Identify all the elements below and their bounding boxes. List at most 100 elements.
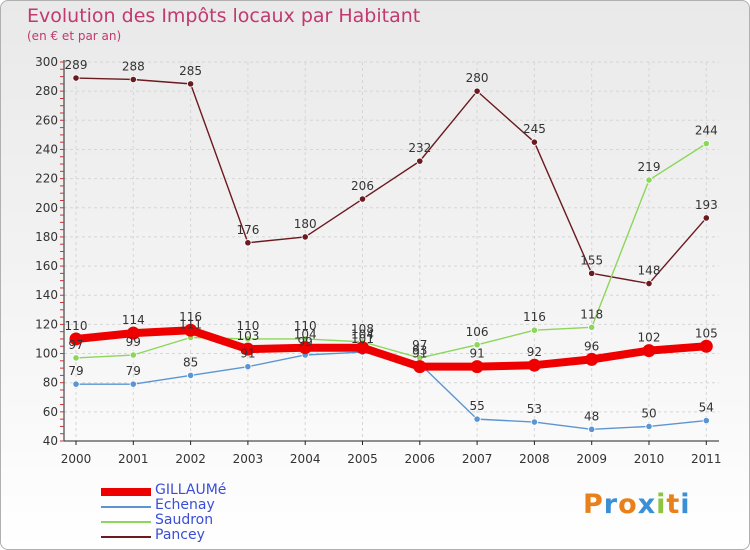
data-point-gillaum- [527, 358, 541, 372]
data-point-gillaum- [184, 323, 198, 337]
data-label-gillaum-: 92 [527, 345, 542, 359]
data-point-gillaum- [241, 342, 255, 356]
data-label-echenay: 91 [240, 347, 255, 361]
data-label-pancey: 280 [466, 71, 489, 85]
data-label-pancey: 285 [179, 64, 202, 78]
data-label-gillaum-: 110 [65, 319, 88, 333]
data-point-saudron [588, 323, 596, 331]
data-label-pancey: 289 [65, 58, 88, 72]
y-tick-label: 100 [35, 347, 58, 361]
data-point-saudron [702, 140, 710, 148]
x-tick-label: 2000 [61, 452, 92, 466]
data-point-gillaum- [126, 326, 140, 340]
data-label-pancey: 180 [294, 217, 317, 231]
legend-label: Pancey [155, 527, 205, 543]
legend-item-echenay: Echenay [101, 497, 301, 514]
data-point-pancey [301, 233, 309, 241]
legend-item-gillaum-: GILLAUMé [101, 482, 301, 499]
y-tick-label: 60 [43, 405, 58, 419]
data-label-saudron: 110 [236, 319, 259, 333]
data-point-pancey [645, 279, 653, 288]
data-point-echenay [244, 363, 252, 371]
data-point-pancey [702, 214, 710, 222]
data-label-pancey: 176 [236, 223, 259, 237]
data-label-saudron: 99 [126, 335, 141, 349]
logo-letter: x [637, 489, 657, 520]
data-point-echenay [702, 416, 710, 425]
data-label-saudron: 244 [695, 124, 718, 138]
data-label-echenay: 85 [183, 355, 198, 369]
legend-label: Saudron [155, 512, 214, 528]
y-tick-label: 160 [35, 259, 58, 273]
legend-label: Echenay [155, 497, 215, 513]
y-tick-label: 220 [35, 172, 58, 186]
data-label-echenay: 79 [126, 364, 141, 378]
data-label-echenay: 93 [412, 344, 427, 358]
y-tick-label: 260 [35, 113, 58, 127]
x-tick-label: 2003 [233, 452, 264, 466]
grid [64, 61, 719, 442]
x-tick-label: 2001 [118, 452, 149, 466]
x-tick-label: 2011 [691, 452, 722, 466]
axes: 40 60 80 100 120 140 160 180 200 220 240 260 280 300 2… [35, 55, 721, 466]
data-point-pancey [358, 195, 367, 203]
data-label-gillaum-: 104 [294, 328, 317, 342]
series-line-echenay [75, 351, 707, 431]
data-label-saudron: 97 [68, 338, 83, 352]
y-tick-label: 280 [35, 84, 58, 98]
x-tick-label: 2004 [290, 452, 321, 466]
logo-letter: o [618, 489, 638, 520]
data-point-gillaum- [470, 360, 484, 374]
legend-swatch [101, 506, 151, 508]
legend-label: GILLAUMé [155, 482, 227, 498]
data-label-saudron: 106 [466, 325, 489, 339]
data-label-echenay: 53 [527, 402, 542, 416]
x-tick-label: 2009 [576, 452, 607, 466]
data-label-pancey: 193 [695, 198, 718, 212]
y-tick-label: 200 [35, 201, 58, 215]
data-point-pancey [530, 138, 539, 146]
data-point-echenay [129, 380, 137, 388]
data-point-saudron [129, 351, 137, 359]
data-point-pancey [473, 87, 481, 95]
data-point-gillaum- [585, 352, 599, 366]
series-line-saudron [75, 142, 707, 359]
data-point-pancey [187, 80, 195, 88]
data-label-saudron: 108 [351, 322, 374, 336]
data-point-pancey [72, 74, 80, 82]
data-label-gillaum-: 116 [179, 310, 202, 324]
legend-swatch [101, 536, 151, 538]
data-label-echenay: 48 [584, 409, 599, 423]
data-point-gillaum- [413, 360, 427, 374]
data-label-gillaum-: 103 [236, 329, 259, 343]
data-point-gillaum- [642, 344, 656, 358]
data-point-echenay [645, 422, 653, 431]
x-tick-label: 2007 [462, 452, 493, 466]
data-label-saudron: 111 [179, 318, 202, 332]
data-point-echenay [473, 415, 481, 423]
series-line-gillaum- [72, 326, 711, 371]
data-point-echenay [530, 418, 539, 426]
data-label-gillaum-: 96 [584, 339, 599, 353]
x-tick-label: 2005 [347, 452, 378, 466]
data-point-saudron [530, 326, 539, 334]
y-tick-label: 80 [43, 376, 58, 390]
data-label-saudron: 118 [580, 307, 603, 321]
y-tick-label: 180 [35, 230, 58, 244]
y-tick-label: 140 [35, 288, 58, 302]
data-point-saudron [72, 354, 80, 362]
logo-letter: i [680, 489, 691, 520]
data-label-echenay: 79 [68, 364, 83, 378]
y-tick-label: 120 [35, 317, 58, 331]
data-label-gillaum-: 114 [122, 313, 145, 327]
data-label-gillaum-: 105 [695, 326, 718, 340]
legend-item-saudron: Saudron [101, 512, 301, 529]
data-point-echenay [72, 380, 80, 388]
data-label-echenay: 101 [351, 332, 374, 346]
data-label-gillaum-: 102 [638, 331, 661, 345]
data-point-saudron [645, 176, 653, 184]
x-tick-label: 2008 [519, 452, 550, 466]
data-point-saudron [473, 341, 481, 349]
data-point-saudron [244, 335, 252, 343]
